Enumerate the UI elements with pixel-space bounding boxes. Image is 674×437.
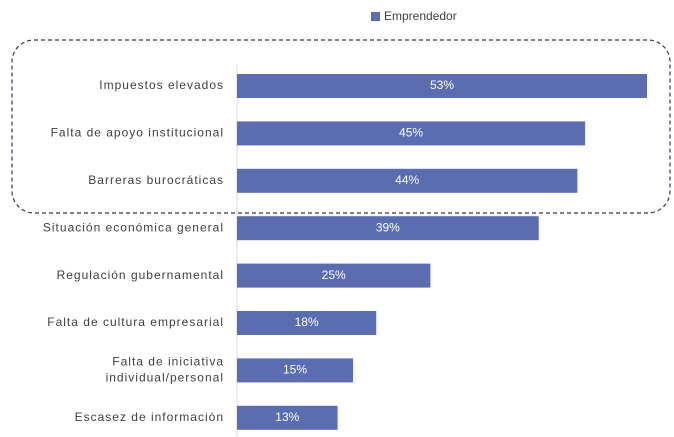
value-label: 13%	[275, 410, 299, 424]
category-label: Escasez de información	[75, 410, 224, 424]
bar	[237, 358, 354, 383]
category-label: Falta de cultura empresarial	[47, 315, 224, 329]
bar	[237, 263, 431, 288]
bar	[237, 405, 338, 430]
category-label: Impuestos elevados	[99, 78, 224, 92]
value-label: 53%	[430, 78, 454, 92]
category-label: Falta de apoyo institucional	[51, 126, 224, 140]
value-label: 39%	[376, 220, 400, 234]
legend-label: Emprendedor	[384, 9, 457, 23]
bar	[237, 168, 578, 193]
bar	[237, 121, 586, 146]
category-label: Barreras burocráticas	[88, 173, 224, 187]
category-label: Situación económica general	[43, 220, 224, 234]
value-label: 18%	[295, 315, 319, 329]
bar	[237, 216, 539, 241]
bar	[237, 74, 647, 98]
category-label: Regulación gubernamental	[57, 268, 224, 282]
value-label: 44%	[395, 173, 419, 187]
legend-swatch	[371, 12, 380, 21]
value-label: 15%	[283, 363, 307, 377]
bar	[237, 311, 377, 335]
category-label: Falta de iniciativa individual/personal	[106, 355, 224, 385]
value-label: 25%	[322, 268, 346, 282]
value-label: 45%	[399, 126, 423, 140]
